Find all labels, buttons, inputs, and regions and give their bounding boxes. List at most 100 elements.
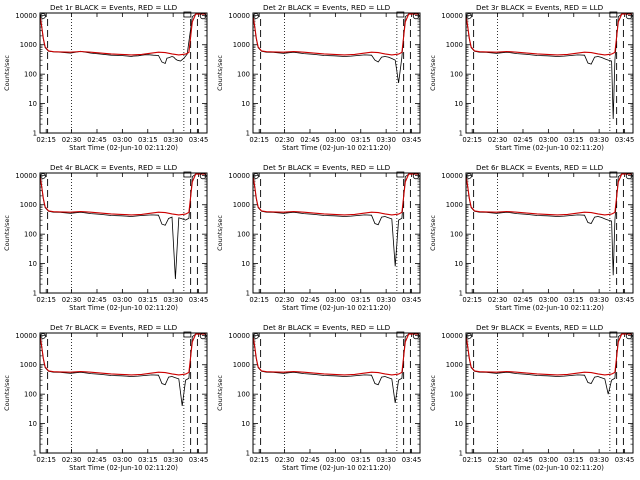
plot-frame [39, 12, 208, 134]
x-axis-label: Start Time (02-Jun-10 02:11:20) [69, 144, 178, 152]
y-tick-label: 10000 [441, 332, 463, 340]
marker-bracket [183, 331, 192, 338]
lld-series-line [252, 173, 419, 216]
x-tick-label: 02:15 [462, 296, 482, 304]
lld-series-line [39, 333, 206, 376]
marker-circle [40, 13, 46, 19]
x-tick-label: 03:00 [539, 456, 559, 464]
marker-bracket [396, 171, 405, 178]
y-tick-label: 100 [237, 231, 250, 239]
x-tick-label: 02:30 [62, 296, 82, 304]
y-axis-label: Counts/sec [429, 215, 437, 251]
plot-frame [465, 172, 634, 294]
x-tick-label: 02:15 [36, 456, 56, 464]
chart-title: Det 3r BLACK = Events, RED = LLD [476, 3, 604, 12]
marker-circle [466, 333, 472, 339]
marker-bracket [396, 11, 405, 18]
marker-circle [40, 333, 46, 339]
x-axis-label: Start Time (02-Jun-10 02:11:20) [69, 304, 178, 312]
y-tick-label: 10000 [228, 12, 250, 20]
y-tick-label: 1000 [446, 201, 463, 209]
x-tick-label: 03:00 [113, 136, 133, 144]
marker-bracket [183, 171, 192, 178]
chart-panel: Det 6r BLACK = Events, RED = LLD Counts/s… [429, 163, 634, 312]
x-tick-label: 03:00 [326, 296, 346, 304]
y-tick-label: 10 [241, 100, 250, 108]
marker-bracket [396, 331, 405, 338]
y-tick-label: 1000 [233, 361, 250, 369]
x-tick-label: 03:45 [402, 456, 422, 464]
y-tick-label: 10000 [228, 332, 250, 340]
chart-panel: Det 3r BLACK = Events, RED = LLD Counts/s… [429, 3, 634, 152]
chart-title: Det 9r BLACK = Events, RED = LLD [476, 323, 604, 332]
x-tick-label: 02:45 [513, 296, 533, 304]
x-tick-label: 02:45 [300, 296, 320, 304]
y-tick-label: 100 [450, 231, 463, 239]
marker-bracket [609, 171, 618, 178]
x-tick-label: 02:45 [513, 136, 533, 144]
y-tick-label: 10 [28, 260, 37, 268]
plot-frame [252, 332, 421, 454]
plot-frame [465, 332, 634, 454]
x-tick-label: 02:30 [275, 296, 295, 304]
events-series-line [252, 13, 419, 84]
x-tick-label: 02:15 [249, 456, 269, 464]
x-tick-label: 02:30 [488, 136, 508, 144]
y-tick-label: 1 [459, 450, 463, 458]
x-tick-label: 02:45 [87, 136, 107, 144]
x-tick-label: 03:30 [163, 296, 183, 304]
x-tick-label: 03:00 [113, 296, 133, 304]
y-tick-label: 1 [33, 130, 37, 138]
chart-panel: Det 2r BLACK = Events, RED = LLD Counts/s… [216, 3, 421, 152]
lld-series-line [465, 13, 632, 56]
lld-series-line [465, 333, 632, 376]
y-tick-label: 1000 [233, 201, 250, 209]
x-tick-label: 02:15 [462, 136, 482, 144]
y-tick-label: 100 [450, 71, 463, 79]
plot-frame [39, 332, 208, 454]
x-tick-label: 03:30 [376, 136, 396, 144]
x-tick-label: 02:15 [36, 136, 56, 144]
y-axis-label: Counts/sec [429, 55, 437, 91]
chart-panel: Det 8r BLACK = Events, RED = LLD Counts/s… [216, 323, 421, 472]
x-tick-label: 03:45 [189, 456, 209, 464]
x-tick-label: 03:30 [163, 136, 183, 144]
marker-circle [466, 13, 472, 19]
y-tick-label: 1 [246, 290, 250, 298]
x-tick-label: 02:30 [488, 296, 508, 304]
lld-series-line [252, 13, 419, 56]
x-tick-label: 03:45 [615, 136, 635, 144]
x-tick-label: 03:45 [615, 296, 635, 304]
lld-series-line [39, 173, 206, 216]
x-tick-label: 02:15 [249, 296, 269, 304]
y-axis-label: Counts/sec [3, 375, 11, 411]
x-tick-label: 02:30 [62, 136, 82, 144]
y-tick-label: 1 [33, 450, 37, 458]
x-axis-label: Start Time (02-Jun-10 02:11:20) [69, 464, 178, 472]
marker-bracket [609, 11, 618, 18]
chart-panel: Det 5r BLACK = Events, RED = LLD Counts/s… [216, 163, 421, 312]
x-tick-label: 03:45 [402, 136, 422, 144]
x-tick-label: 02:45 [513, 456, 533, 464]
y-axis-label: Counts/sec [216, 215, 224, 251]
x-axis-label: Start Time (02-Jun-10 02:11:20) [282, 144, 391, 152]
x-tick-label: 02:30 [275, 456, 295, 464]
events-series-line [39, 333, 206, 406]
chart-title: Det 2r BLACK = Events, RED = LLD [263, 3, 391, 12]
y-tick-label: 1 [246, 130, 250, 138]
x-tick-label: 02:30 [62, 456, 82, 464]
y-tick-label: 1 [459, 130, 463, 138]
events-series-line [465, 173, 632, 276]
events-series-line [252, 333, 419, 404]
y-tick-label: 100 [237, 71, 250, 79]
y-tick-label: 1 [246, 450, 250, 458]
y-tick-label: 10000 [15, 172, 37, 180]
chart-panel: Det 9r BLACK = Events, RED = LLD Counts/s… [429, 323, 634, 472]
events-series-line [465, 13, 632, 120]
marker-circle [253, 173, 259, 179]
y-axis-label: Counts/sec [429, 375, 437, 411]
x-tick-label: 03:30 [163, 456, 183, 464]
x-tick-label: 03:00 [113, 456, 133, 464]
x-tick-label: 02:15 [249, 136, 269, 144]
x-tick-label: 03:15 [351, 456, 371, 464]
